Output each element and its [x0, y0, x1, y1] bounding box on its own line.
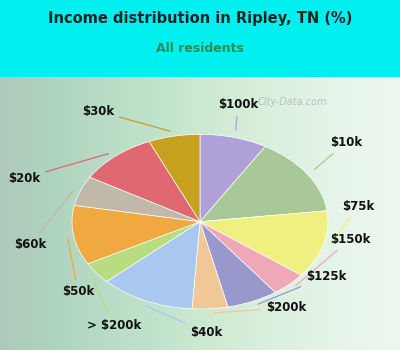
Wedge shape — [200, 147, 327, 222]
Text: $40k: $40k — [145, 306, 222, 339]
Text: $50k: $50k — [62, 239, 94, 298]
Wedge shape — [149, 134, 200, 222]
Text: $150k: $150k — [296, 233, 370, 286]
Text: $125k: $125k — [258, 270, 346, 304]
Wedge shape — [200, 211, 328, 275]
Text: > $200k: > $200k — [87, 278, 141, 332]
Wedge shape — [72, 205, 200, 264]
Text: Income distribution in Ripley, TN (%): Income distribution in Ripley, TN (%) — [48, 10, 352, 26]
Text: $100k: $100k — [218, 98, 258, 131]
Text: $30k: $30k — [82, 105, 170, 131]
Text: $10k: $10k — [314, 136, 362, 169]
Wedge shape — [200, 222, 301, 292]
Wedge shape — [192, 222, 228, 309]
Wedge shape — [200, 222, 275, 307]
Wedge shape — [200, 134, 265, 222]
Text: $60k: $60k — [14, 191, 72, 251]
Text: City-Data.com: City-Data.com — [257, 97, 327, 106]
Text: $20k: $20k — [8, 154, 108, 184]
Text: All residents: All residents — [156, 42, 244, 55]
Text: $75k: $75k — [331, 200, 374, 244]
Text: $200k: $200k — [213, 301, 306, 314]
Wedge shape — [88, 222, 200, 281]
Wedge shape — [74, 177, 200, 222]
Wedge shape — [90, 141, 200, 222]
Wedge shape — [107, 222, 200, 309]
